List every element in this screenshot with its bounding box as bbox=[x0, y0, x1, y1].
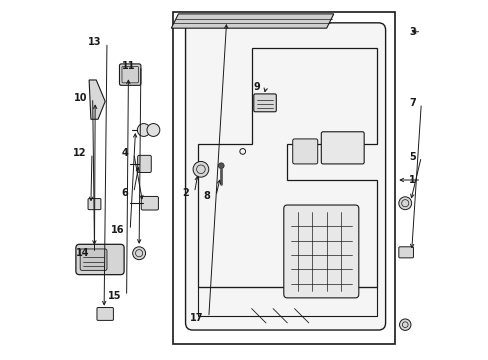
FancyBboxPatch shape bbox=[141, 197, 158, 210]
Text: 12: 12 bbox=[73, 148, 86, 158]
Text: 5: 5 bbox=[408, 152, 415, 162]
FancyBboxPatch shape bbox=[398, 247, 413, 258]
Text: 2: 2 bbox=[182, 188, 189, 198]
Circle shape bbox=[398, 197, 411, 210]
Circle shape bbox=[137, 123, 150, 136]
FancyBboxPatch shape bbox=[321, 132, 364, 164]
FancyBboxPatch shape bbox=[138, 156, 151, 172]
Text: 4: 4 bbox=[122, 148, 128, 158]
Text: 17: 17 bbox=[189, 312, 203, 323]
Circle shape bbox=[193, 161, 208, 177]
Circle shape bbox=[147, 123, 160, 136]
FancyBboxPatch shape bbox=[88, 199, 101, 210]
Circle shape bbox=[218, 163, 224, 168]
Text: 11: 11 bbox=[122, 61, 135, 71]
Text: 8: 8 bbox=[203, 191, 210, 201]
Text: 1: 1 bbox=[408, 175, 415, 185]
Text: 3: 3 bbox=[408, 27, 415, 37]
Text: 6: 6 bbox=[122, 188, 128, 198]
Text: 9: 9 bbox=[253, 82, 260, 92]
Text: 14: 14 bbox=[76, 248, 89, 258]
FancyBboxPatch shape bbox=[119, 64, 141, 85]
FancyBboxPatch shape bbox=[292, 139, 317, 164]
FancyBboxPatch shape bbox=[76, 244, 124, 275]
FancyBboxPatch shape bbox=[97, 307, 113, 320]
FancyBboxPatch shape bbox=[80, 249, 107, 270]
Polygon shape bbox=[89, 80, 105, 119]
FancyBboxPatch shape bbox=[253, 94, 276, 112]
FancyBboxPatch shape bbox=[283, 205, 358, 298]
Text: 15: 15 bbox=[107, 291, 121, 301]
Text: 13: 13 bbox=[88, 37, 102, 48]
Polygon shape bbox=[171, 14, 333, 28]
Circle shape bbox=[132, 247, 145, 260]
Circle shape bbox=[399, 319, 410, 330]
Text: 7: 7 bbox=[408, 98, 415, 108]
Text: 10: 10 bbox=[74, 93, 87, 103]
Text: 16: 16 bbox=[111, 225, 124, 235]
FancyBboxPatch shape bbox=[185, 23, 385, 330]
